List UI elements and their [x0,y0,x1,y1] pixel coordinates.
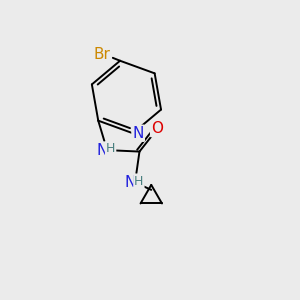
Text: Br: Br [94,47,111,62]
Text: H: H [134,175,144,188]
Text: O: O [151,121,163,136]
Text: N: N [96,142,107,158]
Text: N: N [132,126,144,141]
Text: H: H [106,142,115,155]
Text: N: N [124,175,135,190]
